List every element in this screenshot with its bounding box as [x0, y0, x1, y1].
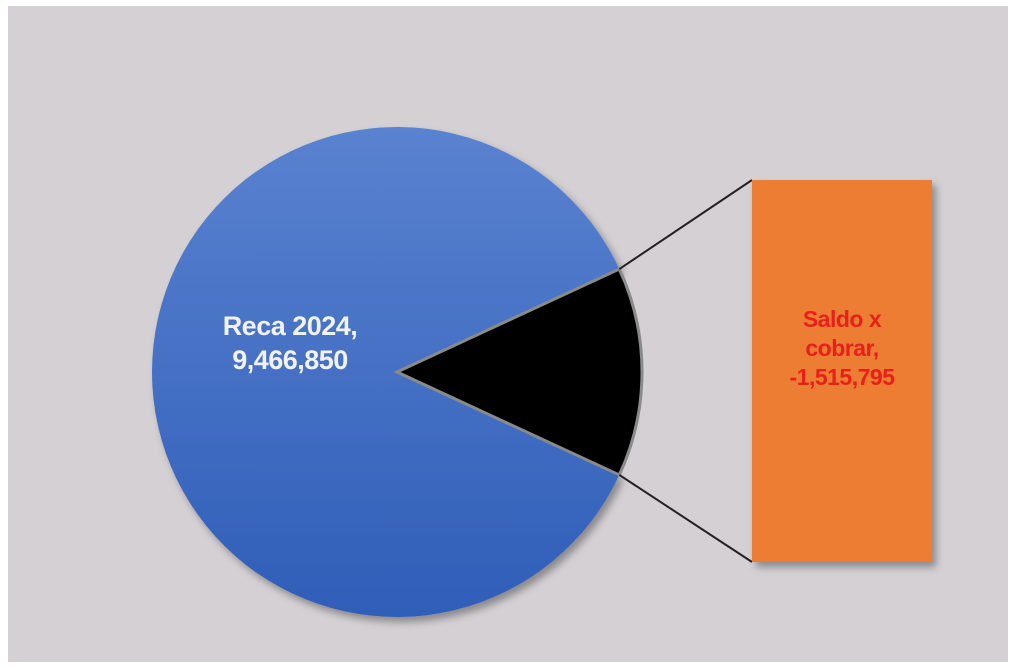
- pie-slice: [151, 126, 620, 617]
- connector-line: [618, 474, 753, 563]
- pie-slice: [393, 267, 644, 477]
- data-label: Saldo x cobrar, -1,515,795: [789, 306, 895, 390]
- connector-line: [618, 179, 753, 270]
- data-label: Reca 2024, 9,466,850: [222, 311, 358, 375]
- bar: [752, 180, 932, 562]
